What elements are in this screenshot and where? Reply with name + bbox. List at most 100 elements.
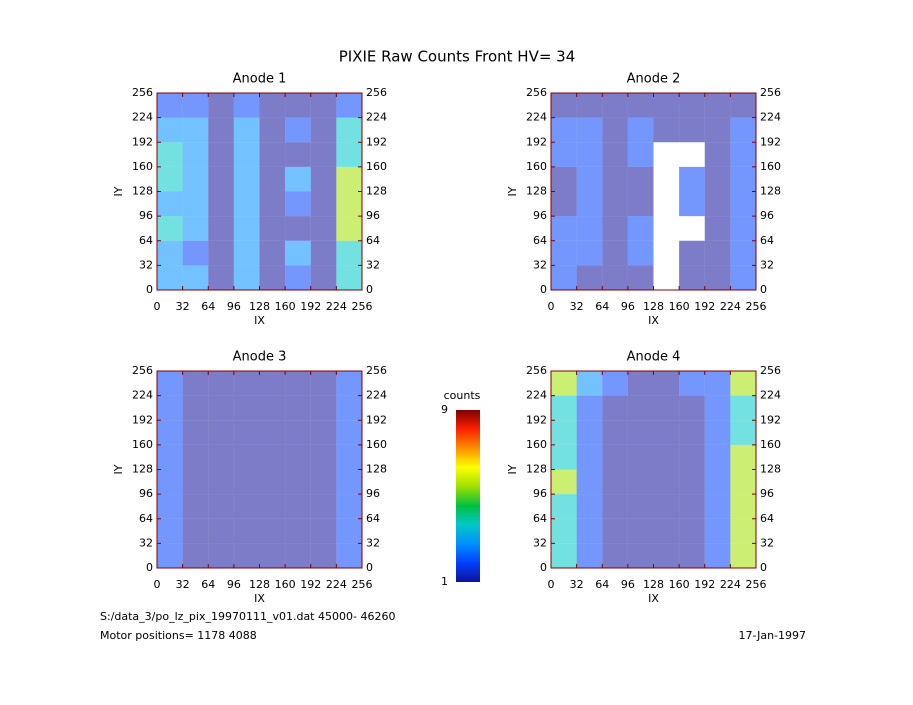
y2-tick-label: 32 <box>760 536 774 549</box>
heat-cell <box>576 265 603 290</box>
heat-cell <box>336 543 362 568</box>
heat-cell <box>730 265 756 290</box>
y2-tick-label: 160 <box>760 438 781 451</box>
y-tick-label: 128 <box>132 185 153 198</box>
heat-cell <box>730 420 756 445</box>
x-tick-label: 64 <box>201 300 215 313</box>
heat-cell <box>602 166 628 192</box>
x-tick-label: 96 <box>227 300 241 313</box>
y2-tick-label: 192 <box>366 413 387 426</box>
heat-cell <box>627 142 654 167</box>
heat-cell <box>233 469 260 495</box>
heat-cell <box>576 494 603 519</box>
heat-cell <box>551 142 577 167</box>
heat-cell <box>602 444 628 470</box>
heat-cell <box>627 117 654 143</box>
heat-cell <box>602 543 628 568</box>
x-tick-label: 96 <box>621 578 635 591</box>
heat-cell <box>576 395 603 421</box>
heat-cell <box>704 142 731 167</box>
y2-tick-label: 224 <box>366 389 387 402</box>
x-tick-label: 160 <box>275 300 296 313</box>
heat-cell <box>679 240 705 266</box>
heat-cell <box>259 142 286 167</box>
heat-cell <box>602 395 628 421</box>
heat-cell <box>602 117 628 143</box>
heat-cell <box>576 216 603 241</box>
heat-cell <box>627 216 654 241</box>
y-tick-label: 128 <box>526 185 547 198</box>
heat-cell <box>704 518 731 544</box>
x-tick-label: 64 <box>595 300 609 313</box>
heat-cell <box>627 265 654 290</box>
heat-cell <box>310 93 337 118</box>
heat-cell <box>336 240 362 266</box>
heat-cell <box>208 142 234 167</box>
heat-cell <box>259 240 286 266</box>
y2-tick-label: 224 <box>760 389 781 402</box>
heat-cell <box>259 395 286 421</box>
heat-cell <box>551 93 577 118</box>
heat-cell <box>208 518 234 544</box>
y-tick-label: 32 <box>533 258 547 271</box>
heat-cell <box>602 191 628 217</box>
heat-cell <box>310 518 337 544</box>
heat-cell <box>704 469 731 495</box>
heat-cell <box>157 371 183 396</box>
y2-tick-label: 32 <box>366 258 380 271</box>
heat-cell <box>551 420 577 445</box>
heat-cell <box>627 93 654 118</box>
y-tick-label: 256 <box>132 86 153 99</box>
y2-tick-label: 224 <box>760 111 781 124</box>
heat-cell <box>576 117 603 143</box>
heat-cell <box>336 494 362 519</box>
heat-cell <box>704 191 731 217</box>
heat-cell <box>653 469 680 495</box>
heat-cell <box>182 543 209 568</box>
heat-cell <box>157 93 183 118</box>
panel-title: Anode 1 <box>233 72 287 87</box>
x-tick-label: 192 <box>694 578 715 591</box>
heat-cell <box>310 420 337 445</box>
y-tick-label: 96 <box>139 487 153 500</box>
heat-cell <box>259 93 286 118</box>
heat-cell <box>730 117 756 143</box>
heat-cell <box>182 142 209 167</box>
y2-tick-label: 128 <box>760 185 781 198</box>
heat-cell <box>259 469 286 495</box>
y2-tick-label: 96 <box>760 487 774 500</box>
heat-cell <box>336 142 362 167</box>
heat-cell <box>576 543 603 568</box>
heat-cell <box>233 117 260 143</box>
y2-tick-label: 0 <box>366 561 373 574</box>
heat-cell <box>259 166 286 192</box>
x-tick-label: 224 <box>326 578 347 591</box>
heat-cell <box>310 469 337 495</box>
heat-cell <box>233 518 260 544</box>
y2-tick-label: 128 <box>760 463 781 476</box>
y-tick-label: 224 <box>526 389 547 402</box>
y-tick-label: 192 <box>526 135 547 148</box>
heat-cell <box>653 371 680 396</box>
x-tick-label: 32 <box>570 300 584 313</box>
y2-tick-label: 192 <box>760 413 781 426</box>
y-axis-label: IY <box>112 464 125 474</box>
heat-cell <box>208 395 234 421</box>
y-tick-label: 192 <box>132 413 153 426</box>
y-tick-label: 224 <box>132 111 153 124</box>
heat-cell <box>730 444 756 470</box>
heat-cell <box>602 518 628 544</box>
heat-cell <box>336 420 362 445</box>
heat-cell <box>182 265 209 290</box>
heat-cell <box>336 191 362 217</box>
heat-cell <box>233 191 260 217</box>
colorbar <box>456 410 480 582</box>
heat-cell <box>627 518 654 544</box>
heat-cell <box>285 166 311 192</box>
y2-tick-label: 256 <box>760 86 781 99</box>
heat-cell <box>259 371 286 396</box>
heat-cell <box>233 142 260 167</box>
heat-cell <box>208 265 234 290</box>
heat-cell <box>704 240 731 266</box>
